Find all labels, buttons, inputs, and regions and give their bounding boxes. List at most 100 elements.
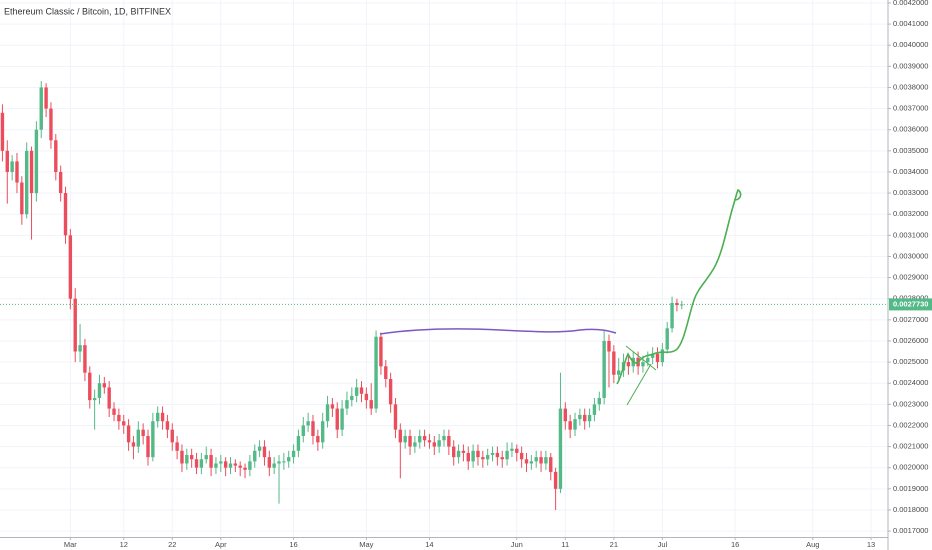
candle-body (185, 455, 189, 464)
candle-body (549, 457, 553, 472)
candle-body (340, 408, 344, 430)
candle-body (408, 436, 412, 447)
candle-body (437, 440, 441, 447)
candle-body (54, 140, 58, 172)
y-tick-label: 0.0039000 (893, 61, 928, 70)
candle-body (214, 463, 218, 468)
candle-body (204, 455, 208, 460)
candle-body (311, 421, 315, 437)
candle-body (563, 408, 568, 422)
candle-body (325, 404, 330, 422)
candle-body (592, 404, 597, 415)
candle-body (568, 421, 572, 430)
y-tick-label: 0.0034000 (893, 167, 928, 176)
candle-body (83, 345, 87, 373)
candle-body (335, 408, 339, 430)
candle-body (602, 340, 606, 398)
y-tick-label: 0.0021000 (893, 442, 928, 451)
candle-body (63, 193, 68, 236)
last-price-box (889, 298, 932, 311)
candle-body (68, 235, 73, 299)
candle-body (165, 421, 170, 430)
candle-body (524, 459, 529, 464)
candle-body (24, 150, 29, 215)
candle-body (398, 429, 403, 443)
x-tick-label: 13 (867, 540, 875, 549)
candle-body (510, 448, 514, 451)
candle-body (495, 452, 500, 458)
time-axis-bg (0, 537, 932, 550)
y-tick-label: 0.0037000 (893, 104, 928, 113)
candle-body (418, 436, 422, 443)
x-tick-label: Jun (511, 540, 523, 549)
candle-body (597, 397, 601, 405)
candle-body (146, 436, 150, 458)
candle-body (330, 404, 335, 409)
candle-body (655, 353, 660, 363)
candle-body (427, 440, 432, 443)
candle-body (122, 421, 126, 426)
candle-body (379, 336, 383, 367)
y-tick-label: 0.0030000 (893, 251, 928, 260)
candle-body (461, 450, 466, 453)
candle-body (505, 450, 509, 460)
candle-body (156, 412, 160, 422)
candle-body (583, 414, 587, 422)
candle-body (306, 421, 310, 426)
candle-body (282, 461, 286, 463)
candle-body (374, 336, 378, 409)
candle-body (447, 436, 451, 447)
y-tick-label: 0.0038000 (893, 82, 928, 91)
candle-body (519, 452, 524, 460)
y-tick-label: 0.0017000 (893, 526, 928, 535)
candle-body (316, 436, 320, 443)
candle-body (257, 446, 262, 451)
candle-body (248, 461, 252, 470)
candle-body (189, 455, 194, 460)
x-tick-label: Aug (806, 540, 819, 549)
y-tick-label: 0.0031000 (893, 230, 928, 239)
candle-body (219, 461, 223, 464)
candle-body (466, 452, 470, 462)
candle-body (175, 442, 179, 451)
candle-body (238, 465, 242, 468)
candle-body (500, 457, 504, 460)
candle-body (665, 328, 669, 350)
candle-body (422, 436, 427, 441)
y-tick-label: 0.0029000 (893, 273, 928, 282)
candle-body (262, 446, 267, 458)
candle-body (515, 448, 519, 453)
candle-body (151, 421, 155, 458)
candle-body (301, 425, 305, 437)
candle-body (49, 108, 53, 141)
x-tick-label: 11 (561, 540, 569, 549)
candle-body (675, 302, 679, 306)
candle-body (490, 452, 495, 456)
triangle-line (625, 345, 657, 371)
x-tick-label: Mar (64, 540, 77, 549)
candle-body (29, 150, 34, 194)
candle-body (92, 397, 97, 401)
y-tick-label: 0.0027000 (893, 315, 928, 324)
y-tick-label: 0.0026000 (893, 336, 928, 345)
candle-body (359, 387, 364, 394)
candle-body (117, 414, 121, 422)
candle-body (350, 395, 354, 401)
candle-body (573, 419, 577, 430)
y-tick-label: 0.0040000 (893, 40, 928, 49)
candle-body (587, 414, 592, 422)
candle-body (670, 302, 674, 329)
y-tick-label: 0.0042000 (893, 0, 928, 7)
candle-body (5, 150, 9, 172)
candle-body (384, 366, 388, 379)
x-tick-label: Apr (215, 540, 227, 549)
candle-body (393, 404, 398, 430)
candle-body (296, 436, 301, 451)
candle-body (34, 129, 39, 194)
x-tick-label: 16 (289, 540, 297, 549)
candle-body (160, 412, 165, 422)
candle-body (660, 349, 665, 363)
